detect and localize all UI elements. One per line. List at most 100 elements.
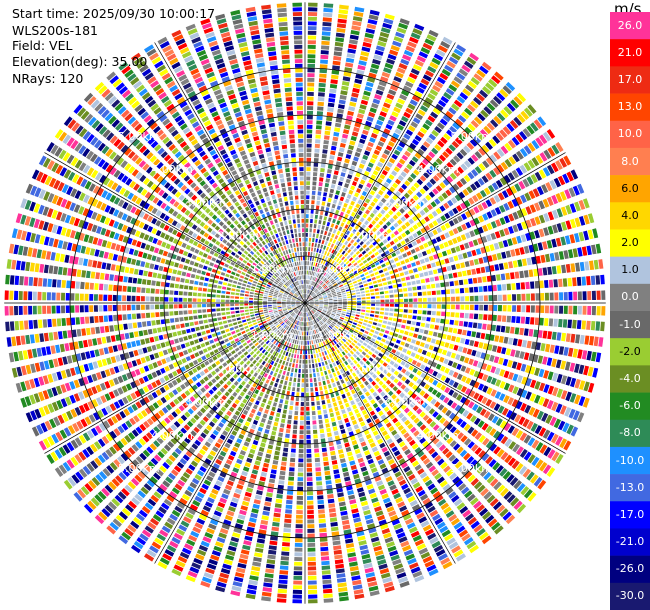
velocity-gate [309, 304, 314, 307]
velocity-gate [325, 226, 329, 231]
velocity-gate [408, 235, 414, 241]
velocity-gate [397, 219, 403, 225]
velocity-gate [530, 474, 539, 484]
velocity-gate [331, 531, 340, 536]
velocity-gate [364, 186, 370, 193]
velocity-gate [334, 473, 341, 479]
velocity-gate [348, 556, 357, 563]
velocity-gate [371, 153, 378, 160]
velocity-gate [393, 333, 399, 338]
velocity-gate [474, 166, 482, 174]
velocity-gate [316, 372, 320, 377]
velocity-gate [368, 178, 374, 184]
velocity-gate [315, 467, 321, 472]
velocity-gate [342, 524, 351, 530]
velocity-gate [337, 297, 342, 300]
velocity-gate [406, 337, 412, 343]
velocity-gate [481, 201, 488, 210]
velocity-gate [489, 443, 498, 452]
velocity-gate [284, 518, 292, 524]
velocity-gate [352, 372, 357, 377]
velocity-gate [334, 325, 339, 329]
velocity-gate [422, 123, 430, 131]
velocity-gate [340, 315, 345, 318]
velocity-gate [278, 384, 283, 389]
velocity-gate [527, 142, 536, 152]
velocity-gate [372, 322, 377, 326]
velocity-gate [269, 349, 274, 354]
velocity-gate [363, 283, 368, 287]
velocity-gate [564, 235, 571, 245]
velocity-gate [277, 388, 281, 394]
velocity-gate [490, 366, 497, 374]
velocity-gate [328, 441, 334, 447]
velocity-gate [430, 201, 437, 208]
velocity-gate [269, 370, 274, 376]
velocity-gate [389, 550, 399, 557]
velocity-gate [331, 203, 336, 209]
velocity-gate [449, 319, 454, 325]
velocity-gate [306, 153, 312, 157]
velocity-gate [359, 179, 366, 185]
velocity-gate [338, 147, 345, 153]
velocity-gate [333, 250, 338, 255]
velocity-gate [375, 292, 380, 295]
velocity-gate [493, 194, 501, 203]
velocity-gate [238, 418, 244, 424]
velocity-gate [386, 398, 392, 405]
velocity-gate [445, 110, 454, 119]
velocity-gate [469, 287, 474, 293]
velocity-gate [540, 293, 545, 301]
velocity-gate [256, 431, 262, 437]
velocity-gate [323, 598, 334, 603]
velocity-gate [267, 347, 272, 352]
velocity-gate [439, 72, 449, 81]
velocity-gate [508, 261, 514, 269]
velocity-gate [319, 300, 324, 302]
velocity-gate [535, 342, 541, 351]
velocity-gate [372, 343, 378, 349]
velocity-gate [276, 441, 282, 447]
velocity-gate [453, 443, 461, 451]
velocity-gate [336, 395, 341, 401]
velocity-gate [473, 217, 480, 225]
velocity-gate [338, 13, 348, 19]
velocity-gate [389, 240, 395, 246]
velocity-gate [398, 288, 403, 293]
velocity-gate [595, 352, 602, 363]
velocity-gate [394, 294, 399, 298]
velocity-gate [437, 458, 445, 466]
velocity-gate [336, 291, 341, 294]
velocity-gate [377, 459, 385, 465]
velocity-gate [317, 101, 324, 107]
velocity-gate [442, 483, 451, 492]
velocity-gate [447, 399, 454, 407]
velocity-gate [307, 312, 310, 317]
velocity-gate [386, 58, 395, 65]
velocity-gate [277, 363, 281, 369]
velocity-gate [448, 230, 455, 237]
velocity-gate [272, 426, 278, 431]
velocity-gate [377, 514, 386, 521]
velocity-gate [446, 436, 454, 445]
velocity-gate [453, 344, 459, 351]
velocity-gate [305, 284, 307, 289]
velocity-gate [414, 464, 422, 471]
velocity-gate [344, 349, 349, 354]
velocity-gate [350, 275, 355, 279]
velocity-gate [355, 231, 361, 237]
velocity-gate [340, 222, 345, 227]
velocity-gate [336, 354, 340, 360]
velocity-gate [567, 319, 572, 329]
velocity-gate [359, 405, 365, 411]
velocity-gate [355, 337, 360, 341]
velocity-gate [282, 350, 286, 356]
velocity-gate [464, 490, 473, 499]
velocity-gate [440, 318, 445, 324]
velocity-gate [322, 331, 325, 335]
velocity-gate [496, 252, 502, 260]
velocity-gate [383, 418, 390, 424]
velocity-gate [324, 303, 329, 304]
velocity-gate [251, 566, 261, 572]
velocity-gate [468, 197, 475, 205]
